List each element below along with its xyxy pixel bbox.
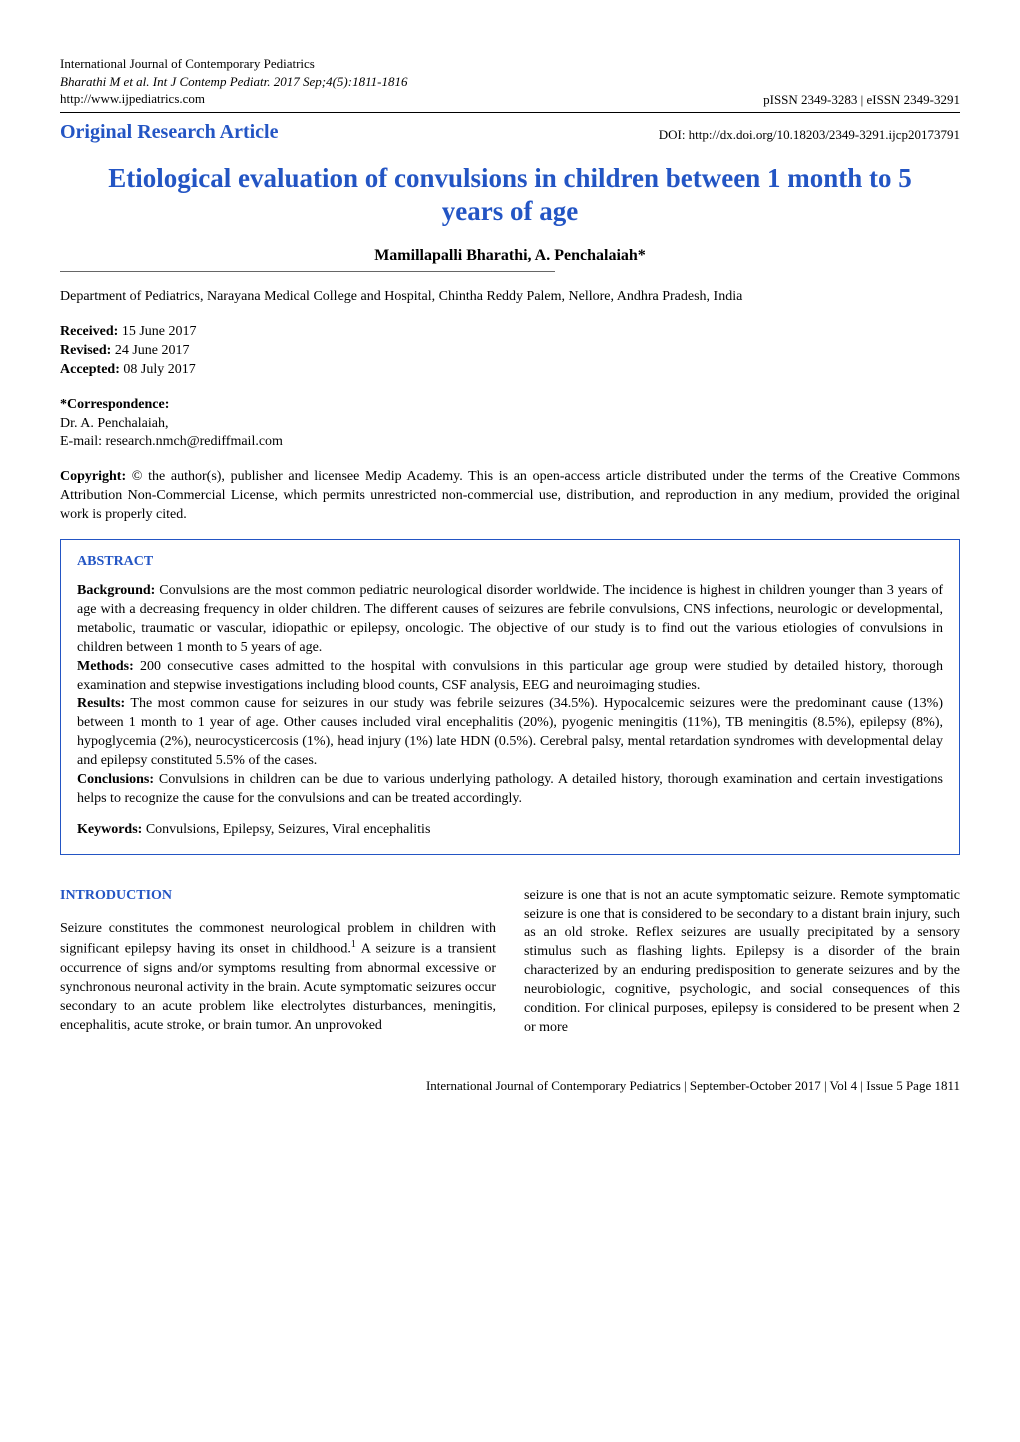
article-type: Original Research Article [60,121,278,144]
background-label: Background: [77,583,155,598]
revised-value: 24 June 2017 [115,343,190,358]
accepted-label: Accepted: [60,362,120,377]
abstract-heading: ABSTRACT [77,554,943,570]
correspondence-email: E-mail: research.nmch@rediffmail.com [60,433,960,452]
introduction-col1: Seizure constitutes the commonest neurol… [60,920,496,1036]
abstract-background: Background: Convulsions are the most com… [77,582,943,658]
abstract-box: ABSTRACT Background: Convulsions are the… [60,539,960,855]
keywords-text: Convulsions, Epilepsy, Seizures, Viral e… [142,822,430,837]
column-left: INTRODUCTION Seizure constitutes the com… [60,887,496,1038]
header-row: International Journal of Contemporary Pe… [60,55,960,108]
results-label: Results: [77,696,125,711]
received-label: Received: [60,324,118,339]
received-value: 15 June 2017 [122,324,197,339]
body-columns: INTRODUCTION Seizure constitutes the com… [60,887,960,1038]
authors: Mamillapalli Bharathi, A. Penchalaiah* [60,247,960,265]
journal-website: http://www.ijpediatrics.com [60,90,407,108]
introduction-heading: INTRODUCTION [60,887,496,906]
citation-line: Bharathi M et al. Int J Contemp Pediatr.… [60,73,407,91]
author-rule [60,271,555,272]
correspondence-block: *Correspondence: Dr. A. Penchalaiah, E-m… [60,396,960,453]
correspondence-heading-label: *Correspondence: [60,397,169,412]
affiliation: Department of Pediatrics, Narayana Medic… [60,288,960,307]
correspondence-name: Dr. A. Penchalaiah, [60,415,960,434]
journal-header: International Journal of Contemporary Pe… [60,55,960,113]
doi: DOI: http://dx.doi.org/10.18203/2349-329… [659,127,960,143]
header-left: International Journal of Contemporary Pe… [60,55,407,108]
column-right: seizure is one that is not an acute symp… [524,887,960,1038]
accepted-line: Accepted: 08 July 2017 [60,361,960,380]
copyright-label: Copyright: [60,469,126,484]
article-title: Etiological evaluation of convulsions in… [90,162,930,230]
introduction-col2: seizure is one that is not an acute symp… [524,887,960,1038]
abstract-methods: Methods: 200 consecutive cases admitted … [77,658,943,696]
copyright-block: Copyright: © the author(s), publisher an… [60,468,960,525]
keywords-label: Keywords: [77,822,142,837]
issn-block: pISSN 2349-3283 | eISSN 2349-3291 [763,92,960,108]
methods-text: 200 consecutive cases admitted to the ho… [77,659,943,693]
methods-label: Methods: [77,659,134,674]
copyright-text: © the author(s), publisher and licensee … [60,469,960,522]
results-text: The most common cause for seizures in ou… [77,696,943,768]
page-footer: International Journal of Contemporary Pe… [60,1078,960,1094]
conclusions-label: Conclusions: [77,772,154,787]
accepted-value: 08 July 2017 [123,362,195,377]
abstract-keywords: Keywords: Convulsions, Epilepsy, Seizure… [77,821,943,840]
doi-article-row: Original Research Article DOI: http://dx… [60,121,960,156]
dates-block: Received: 15 June 2017 Revised: 24 June … [60,323,960,380]
revised-line: Revised: 24 June 2017 [60,342,960,361]
abstract-conclusions: Conclusions: Convulsions in children can… [77,771,943,809]
correspondence-heading: *Correspondence: [60,396,960,415]
revised-label: Revised: [60,343,111,358]
abstract-body: Background: Convulsions are the most com… [77,582,943,840]
conclusions-text: Convulsions in children can be due to va… [77,772,943,806]
journal-name: International Journal of Contemporary Pe… [60,55,407,73]
background-text: Convulsions are the most common pediatri… [77,583,943,655]
received-line: Received: 15 June 2017 [60,323,960,342]
abstract-results: Results: The most common cause for seizu… [77,695,943,771]
